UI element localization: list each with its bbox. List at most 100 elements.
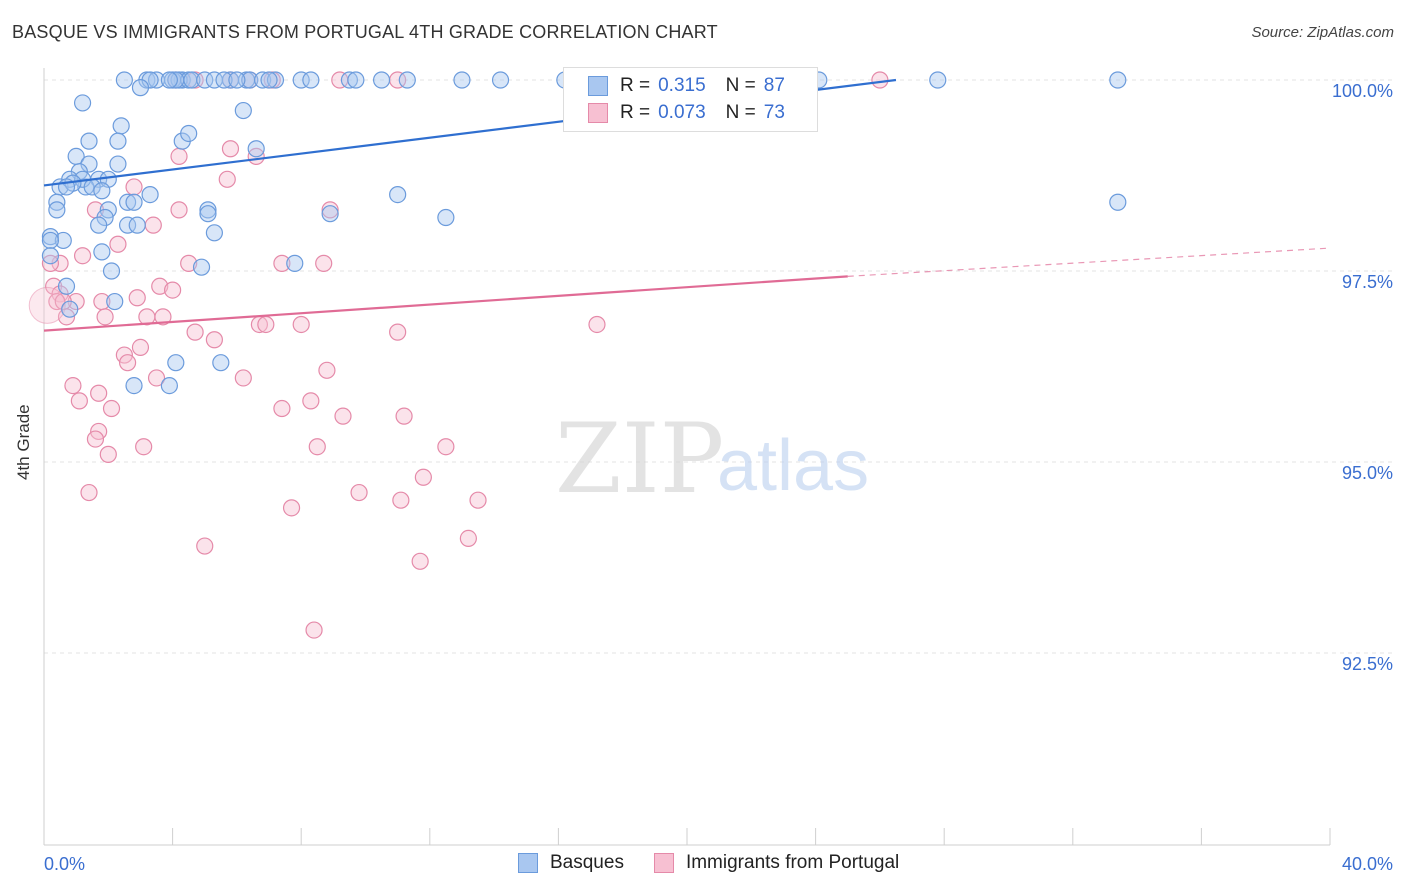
grid-lines (44, 79, 1392, 654)
basques-point (41, 228, 60, 246)
portugal-point (154, 308, 172, 326)
portugal-point (170, 201, 188, 219)
basques-point (118, 216, 137, 234)
portugal-swatch (588, 103, 608, 123)
basques-point (212, 354, 230, 372)
portugal-point (292, 315, 310, 334)
portugal-point (151, 277, 169, 295)
basques-point (340, 71, 359, 89)
basques-r-label: R = (620, 75, 651, 96)
basques-point (372, 71, 391, 89)
basques-point (398, 71, 416, 89)
basques-point (141, 186, 159, 204)
basques-point (234, 101, 252, 120)
basques-point (73, 94, 92, 112)
portugal-point (118, 354, 137, 372)
portugal-point (350, 483, 368, 502)
basques-point (215, 71, 233, 89)
portugal-point (588, 315, 606, 334)
basques-point (292, 71, 310, 89)
basques-point (1109, 193, 1127, 211)
basques-point (266, 71, 285, 89)
basques-point (128, 216, 146, 234)
portugal-point (234, 369, 252, 387)
basques-point (160, 71, 178, 89)
legend-row-portugal: R = 0.073 N = 73 (588, 101, 805, 125)
portugal-point (302, 392, 320, 410)
basques-point (125, 193, 143, 211)
basques-point (196, 71, 214, 89)
portugal-n-label: N = (725, 102, 756, 123)
portugal-trend-extension (847, 247, 1331, 277)
source-label: Source: ZipAtlas.com (1251, 24, 1394, 41)
basques-point (93, 243, 111, 261)
basques-point (929, 71, 947, 89)
portugal-point (411, 552, 429, 570)
basques-point (41, 231, 60, 250)
basques-point (302, 71, 320, 89)
portugal-point (102, 399, 121, 418)
basques-n-value: 87 (763, 75, 785, 96)
portugal-point (96, 308, 114, 326)
y-tick-label: 97.5% (1342, 272, 1393, 292)
basques-swatch (588, 76, 608, 96)
basques-point (192, 258, 211, 276)
basques-point (109, 132, 127, 150)
basques-point (41, 247, 60, 265)
basques-point (437, 208, 455, 227)
legend-item-basques[interactable]: Basques (518, 852, 624, 874)
portugal-legend-label: Immigrants from Portugal (685, 852, 900, 873)
axes (43, 68, 1331, 846)
basques-point (106, 292, 124, 311)
basques-point (321, 205, 339, 223)
basques-point (167, 354, 185, 372)
basques-point (1109, 71, 1127, 89)
basques-point (247, 140, 265, 158)
portugal-r-value: 0.073 (658, 102, 706, 123)
portugal-point (334, 407, 352, 425)
x-tick-label: 0.0% (44, 854, 85, 874)
portugal-point (73, 247, 92, 265)
portugal-point (109, 235, 127, 253)
x-tick-label: 40.0% (1342, 854, 1393, 874)
basques-point (112, 117, 130, 135)
portugal-point (125, 178, 143, 196)
watermark-atlas: atlas (717, 426, 869, 506)
portugal-point (389, 323, 407, 341)
portugal-trend-line (43, 275, 848, 332)
legend-item-portugal[interactable]: Immigrants from Portugal (653, 852, 900, 874)
portugal-point (315, 254, 333, 272)
basques-point (180, 124, 198, 143)
basques-point (102, 262, 121, 280)
basques-point (160, 377, 178, 395)
basques-point (491, 71, 510, 89)
series-portugal-points (28, 71, 889, 639)
portugal-point (459, 529, 477, 548)
basques-point (241, 71, 259, 89)
portugal-point (871, 71, 889, 89)
portugal-point (218, 170, 236, 188)
portugal-r-label: R = (620, 102, 651, 123)
basques-point (115, 71, 133, 89)
portugal-point (205, 331, 223, 349)
basques-point (131, 79, 150, 97)
basques-r-value: 0.315 (658, 75, 706, 96)
portugal-n-value: 73 (763, 102, 785, 123)
portugal-point (64, 377, 82, 395)
portugal-point (308, 438, 326, 456)
basques-point (90, 216, 108, 234)
basques-legend-swatch (518, 853, 538, 873)
portugal-point (86, 430, 105, 448)
portugal-point (70, 392, 88, 410)
portugal-point (282, 499, 301, 517)
portugal-point (186, 323, 204, 341)
basques-point (205, 224, 223, 242)
basques-point (57, 277, 76, 295)
portugal-point (221, 140, 240, 158)
portugal-point (144, 216, 162, 234)
basques-point (453, 71, 471, 89)
portugal-point (131, 338, 150, 356)
portugal-point (392, 491, 410, 509)
legend-series: Basques Immigrants from Portugal (518, 852, 929, 874)
